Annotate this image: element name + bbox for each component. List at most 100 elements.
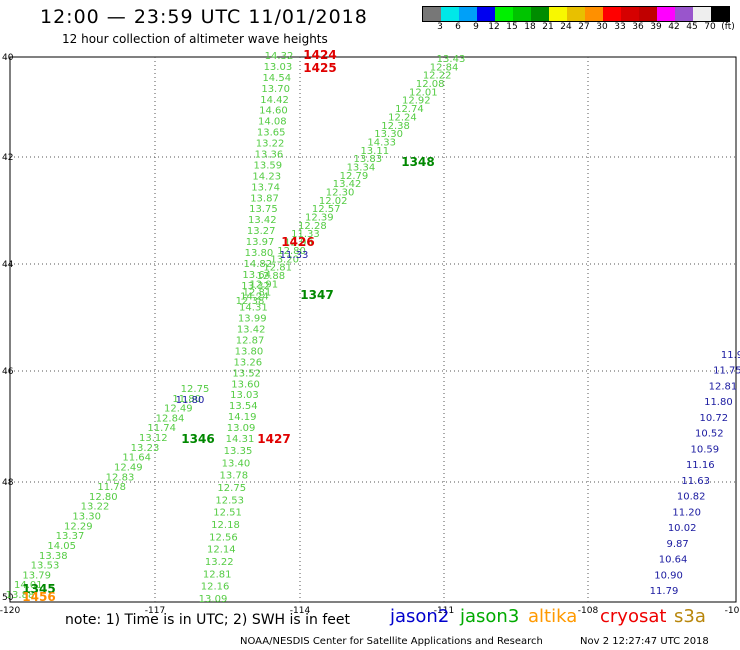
swh-value-track-b: 13.43: [437, 54, 466, 65]
swh-value-track-c: 13.53: [31, 561, 60, 572]
swh-value-track-d: 11.75: [713, 366, 740, 377]
swh-value-track-a: 13.54: [229, 401, 258, 412]
swh-value-track-a: 12.81: [203, 569, 232, 580]
page-title: 12:00 — 23:59 UTC 11/01/2018: [40, 6, 368, 28]
color-scale-label: 12: [488, 22, 500, 32]
swh-value-track-a: 13.80: [245, 248, 274, 259]
pass-id-label: 1348: [401, 155, 434, 169]
swh-value-track-a: 14.23: [252, 171, 281, 182]
swh-value-track-b: 12.92: [402, 96, 431, 107]
latitude-tick-label: 48: [2, 478, 14, 488]
swh-value-track-b: 12.01: [409, 87, 438, 98]
color-swatch: [549, 7, 567, 21]
swh-value-track-c: 13.88: [6, 590, 35, 601]
color-swatch: [531, 7, 549, 21]
color-scale-label: 70: [704, 22, 716, 32]
swh-value-track-a: 13.22: [256, 139, 285, 150]
swh-value-track-a: 12.75: [217, 483, 246, 494]
swh-value-track-c: 11.78: [97, 482, 126, 493]
swh-value-track-c: 12.49: [164, 404, 193, 415]
swh-value-track-a: 13.75: [249, 204, 278, 215]
pass-id-label: 1425: [303, 61, 336, 75]
color-swatch: [495, 7, 513, 21]
issued-timestamp: Nov 2 12:27:47 UTC 2018: [580, 636, 709, 647]
color-scale-label: 18: [524, 22, 536, 32]
swh-value-track-a: 13.32: [241, 281, 270, 292]
swh-value-track-b: 13.20: [270, 254, 299, 265]
legend-cryosat: cryosat: [600, 606, 667, 627]
longitude-tick-label: -114: [290, 606, 311, 616]
swh-value-track-d: 11.20: [672, 507, 701, 518]
swh-color-scale-labels: 3 6 9 12 15 18 21 24 27 30 33 36 39 42 45 70 (ft): [422, 22, 735, 34]
swh-value-track-b: 12.74: [395, 104, 424, 115]
longitude-tick-label: -120: [0, 606, 20, 616]
swh-value-track-d: 10.82: [677, 492, 706, 503]
color-scale-label: 6: [455, 22, 461, 32]
swh-value-track-a: 12.53: [215, 495, 244, 506]
legend-altika: altika: [528, 606, 578, 627]
latitude-tick-label: 50: [2, 593, 14, 603]
latitude-tick-label: 44: [2, 260, 14, 270]
credit-line: NOAA/NESDIS Center for Satellite Applica…: [240, 636, 543, 647]
color-scale-label: 3: [437, 22, 443, 32]
swh-value-track-a: 12.56: [209, 532, 238, 543]
color-swatch: [711, 7, 729, 21]
color-scale-label: 33: [614, 22, 626, 32]
swh-value-track-a: 14.19: [228, 412, 257, 423]
swh-value-track-a: 13.40: [222, 458, 251, 469]
swh-value-track-c: 13.30: [72, 512, 101, 523]
latitude-tick-label: 40: [2, 53, 14, 63]
swh-value-track-d: 11.9: [721, 350, 740, 361]
swh-value-track-a: 14.32: [265, 51, 294, 62]
swh-value-track-d: 9.87: [666, 539, 688, 550]
swh-value-track-b: 12.57: [312, 204, 341, 215]
swh-value-track-a: 13.65: [257, 128, 286, 139]
swh-value-track-a: 13.80: [235, 346, 264, 357]
swh-value-track-a: 13.74: [251, 182, 280, 193]
swh-value-track-a: 13.26: [233, 357, 262, 368]
swh-value-track-c: 11.74: [147, 423, 176, 434]
color-scale-label: 15: [506, 22, 518, 32]
swh-value-track-c: 13.22: [81, 502, 110, 513]
longitude-tick-label: -111: [434, 606, 454, 616]
color-swatch: [423, 7, 441, 21]
swh-value-track-c: 13.12: [139, 433, 168, 444]
color-scale-label: 36: [632, 22, 644, 32]
swh-value-track-c: 13.23: [131, 443, 160, 454]
swh-value-track-a: 13.36: [255, 149, 284, 160]
swh-value-track-a: 13.70: [261, 84, 290, 95]
swh-value-track-a: 14.31: [226, 434, 255, 445]
swh-value-track-a: 13.03: [230, 390, 259, 401]
swh-value-track-a: 12.16: [201, 582, 230, 593]
swh-value-track-b: 12.39: [305, 213, 334, 224]
color-swatch: [621, 7, 639, 21]
swh-value-track-a: 12.18: [211, 520, 240, 531]
swh-value-track-c: 12.80: [89, 492, 118, 503]
swh-value-track-d: 11.16: [686, 460, 715, 471]
swh-value-track-d: 10.64: [659, 555, 688, 566]
color-swatch: [567, 7, 585, 21]
swh-value-track-a: 14.60: [259, 106, 288, 117]
swh-value-track-d: 11.63: [681, 476, 710, 487]
color-scale-label: 27: [578, 22, 590, 32]
swh-value-track-a: 13.42: [237, 325, 266, 336]
longitude-tick-label: -10: [725, 606, 740, 616]
swh-value-track-b: 12.88: [256, 271, 285, 282]
color-scale-label: (ft): [721, 22, 735, 32]
swh-value-jason2: 11.33: [280, 250, 309, 261]
swh-value-track-c: 12.49: [114, 462, 143, 473]
swh-value-track-b: 12.30: [326, 188, 355, 199]
longitude-tick-label: -117: [145, 606, 165, 616]
swh-value-track-a: 14.42: [260, 95, 289, 106]
swh-value-track-a: 13.22: [205, 557, 234, 568]
swh-value-track-a: 13.78: [220, 471, 249, 482]
color-swatch: [657, 7, 675, 21]
swh-value-track-a: 14.08: [258, 117, 287, 128]
swh-value-track-d: 11.80: [704, 397, 733, 408]
swh-color-scale: [422, 6, 730, 22]
swh-value-track-d: 10.52: [695, 429, 724, 440]
color-swatch: [675, 7, 693, 21]
swh-value-track-a: 13.42: [248, 215, 277, 226]
swh-value-track-c: 11.80: [172, 394, 201, 405]
color-scale-label: 39: [650, 22, 662, 32]
